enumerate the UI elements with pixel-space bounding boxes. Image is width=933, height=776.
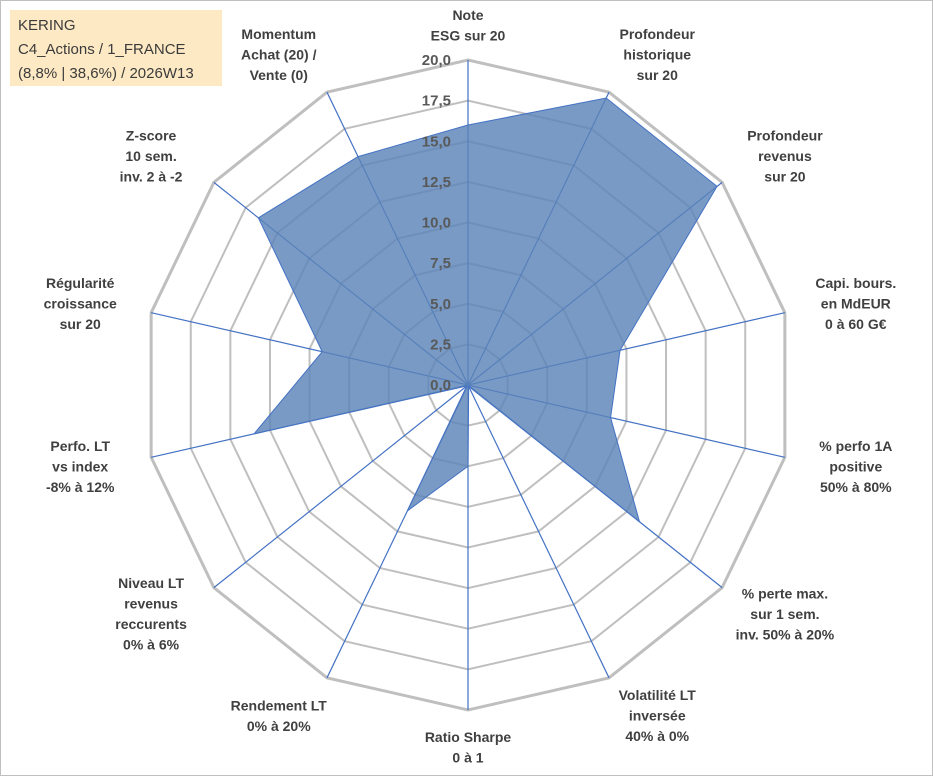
- tick-label-3: 7,5: [430, 255, 451, 272]
- axis-label-line: Régularité: [46, 275, 115, 291]
- axis-label-line: 0% à 6%: [123, 637, 180, 653]
- radar-axis-labels: Note ESG sur 20 Profondeur historique sur 20…: [44, 7, 897, 766]
- tick-label-0: 0,0: [430, 377, 451, 394]
- axis-label-3: Capi. bours. en MdEUR 0 à 60 G€: [815, 275, 896, 332]
- axis-label-line: 0% à 20%: [247, 718, 311, 734]
- axis-spoke-9: [213, 384, 469, 589]
- info-line-stats: (8,8% | 38,6%) / 2026W13: [18, 65, 194, 82]
- axis-label-line: % perfo 1A: [819, 438, 892, 454]
- axis-label-line: Volatilité LT: [619, 687, 697, 703]
- axis-label-line: en MdEUR: [821, 295, 891, 311]
- axis-label-line: Rendement LT: [231, 697, 328, 713]
- axis-label-line: inv. 2 à -2: [120, 169, 183, 185]
- axis-label-line: 50% à 80%: [820, 479, 892, 495]
- tick-label-2: 5,0: [430, 296, 451, 313]
- axis-label-line: Profondeur: [620, 26, 696, 42]
- axis-label-line: -8% à 12%: [46, 479, 115, 495]
- axis-label-line: Achat (20) /: [241, 46, 317, 62]
- tick-label-8: 20,0: [422, 52, 451, 69]
- axis-label-line: historique: [623, 46, 691, 62]
- tick-label-4: 10,0: [422, 215, 451, 232]
- axis-label-4: % perfo 1A positive 50% à 80%: [819, 438, 892, 495]
- axis-label-line: Ratio Sharpe: [425, 729, 512, 745]
- axis-label-line: 0 à 1: [452, 750, 483, 766]
- axis-label-line: positive: [829, 459, 882, 475]
- info-box: KERING C4_Actions / 1_FRANCE (8,8% | 38,…: [10, 10, 222, 86]
- axis-spoke-6: [467, 384, 610, 679]
- axis-label-line: Capi. bours.: [815, 275, 896, 291]
- axis-label-line: 0 à 60 G€: [825, 316, 887, 332]
- axis-label-line: sur 20: [637, 67, 678, 83]
- series-area-0: [252, 97, 718, 524]
- tick-label-7: 17,5: [422, 93, 451, 110]
- axis-label-0: Note ESG sur 20: [431, 7, 506, 44]
- axis-label-line: sur 20: [60, 316, 101, 332]
- axis-label-line: revenus: [758, 148, 812, 164]
- axis-label-line: Profondeur: [747, 128, 823, 144]
- axis-label-9: Niveau LT revenus reccurents 0% à 6%: [115, 575, 187, 653]
- axis-label-line: % perte max.: [742, 585, 828, 601]
- info-line-category: C4_Actions / 1_FRANCE: [18, 41, 186, 58]
- axis-label-line: 10 sem.: [125, 148, 176, 164]
- axis-label-line: Vente (0): [250, 67, 308, 83]
- axis-label-line: Note: [452, 7, 483, 23]
- axis-label-line: Momentum: [241, 26, 316, 42]
- radar-series: [252, 97, 718, 524]
- axis-label-line: vs index: [52, 459, 108, 475]
- axis-label-12: Z-score 10 sem. inv. 2 à -2: [120, 128, 183, 185]
- axis-label-line: inv. 50% à 20%: [736, 626, 835, 642]
- axis-label-10: Perfo. LT vs index -8% à 12%: [46, 438, 115, 495]
- axis-label-line: Niveau LT: [118, 575, 184, 591]
- axis-label-8: Rendement LT 0% à 20%: [231, 697, 328, 734]
- axis-label-line: ESG sur 20: [431, 28, 506, 44]
- tick-label-1: 2,5: [430, 336, 451, 353]
- axis-label-line: croissance: [44, 295, 117, 311]
- axis-label-6: Volatilité LT inversée 40% à 0%: [619, 687, 697, 744]
- axis-label-line: reccurents: [115, 616, 187, 632]
- axis-label-5: % perte max. sur 1 sem. inv. 50% à 20%: [736, 585, 835, 642]
- tick-label-6: 15,0: [422, 133, 451, 150]
- axis-label-line: 40% à 0%: [625, 728, 689, 744]
- axis-label-13: Momentum Achat (20) / Vente (0): [241, 26, 317, 83]
- axis-label-line: inversée: [629, 708, 686, 724]
- axis-label-11: Régularité croissance sur 20: [44, 275, 117, 332]
- axis-label-line: Perfo. LT: [50, 438, 110, 454]
- axis-label-7: Ratio Sharpe 0 à 1: [425, 729, 512, 766]
- axis-label-1: Profondeur historique sur 20: [620, 26, 696, 83]
- radar-tick-labels: 0,0 2,5 5,0 7,5 10,0 12,5 15,0 17,5 20,0: [422, 52, 451, 394]
- axis-label-line: sur 20: [764, 169, 805, 185]
- axis-label-line: revenus: [124, 596, 178, 612]
- axis-label-2: Profondeur revenus sur 20: [747, 128, 823, 185]
- info-line-company: KERING: [18, 17, 76, 34]
- axis-label-line: sur 1 sem.: [750, 606, 819, 622]
- tick-label-5: 12,5: [422, 174, 451, 191]
- axis-label-line: Z-score: [126, 128, 177, 144]
